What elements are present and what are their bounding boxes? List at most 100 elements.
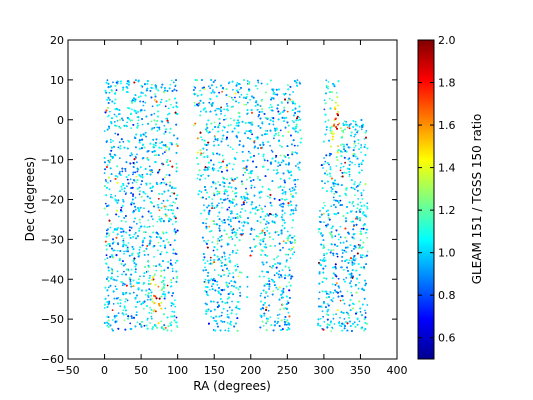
scatter-point [279,129,282,132]
scatter-point [246,113,249,115]
scatter-point [366,250,369,253]
scatter-point [258,104,261,107]
scatter-point [358,165,360,168]
scatter-point [264,243,267,246]
scatter-point [338,287,341,289]
scatter-point [267,309,270,312]
scatter-point [173,315,176,317]
scatter-point [207,85,210,88]
scatter-point [146,298,149,301]
scatter-point [106,79,109,82]
scatter-point [286,101,289,104]
scatter-point [174,202,177,204]
scatter-point [213,319,216,322]
scatter-point [281,224,284,227]
scatter-point [331,326,333,329]
scatter-point [274,216,277,218]
scatter-point [323,257,326,259]
scatter-point [221,269,224,272]
scatter-point [322,167,324,169]
scatter-point [227,327,230,330]
scatter-point [273,137,275,140]
scatter-point [355,258,357,260]
scatter-point [154,93,156,95]
scatter-point [364,309,366,312]
scatter-point [134,171,137,174]
scatter-point [246,93,249,96]
scatter-point [318,271,321,273]
scatter-point [208,225,211,228]
scatter-point [211,285,213,288]
scatter-point [266,159,269,162]
scatter-point [339,225,342,228]
scatter-point [297,119,300,122]
scatter-point [329,175,332,178]
scatter-point [257,177,259,180]
scatter-point [236,236,238,239]
scatter-point [323,221,325,224]
scatter-point [156,126,159,129]
scatter-point [285,320,288,323]
scatter-point [231,190,234,193]
scatter-point [344,161,346,164]
scatter-point [220,314,223,317]
scatter-point [223,320,226,323]
scatter-point [225,108,228,111]
scatter-point [333,119,336,122]
scatter-point [151,218,154,221]
scatter-point [116,249,119,252]
scatter-point [319,317,322,320]
scatter-point [358,148,360,151]
scatter-point [139,221,142,224]
scatter-point [249,152,252,155]
scatter-point [163,133,166,135]
scatter-point [359,201,362,204]
scatter-point [210,315,213,318]
scatter-point [108,114,110,117]
scatter-point [220,165,222,168]
scatter-point [277,131,280,134]
scatter-point [172,201,175,204]
scatter-point [168,131,171,134]
scatter-point [167,107,170,110]
scatter-point [106,229,108,232]
scatter-point [221,207,223,209]
scatter-point [163,290,165,293]
scatter-point [137,119,140,122]
scatter-point [174,305,177,308]
scatter-point [345,172,348,174]
scatter-point [204,177,207,180]
scatter-point [258,242,261,245]
scatter-point [236,249,239,252]
scatter-point [228,216,230,218]
scatter-point [203,240,206,242]
scatter-point [144,101,147,104]
scatter-point [272,214,275,217]
scatter-point [106,324,109,327]
scatter-point [271,151,274,153]
scatter-point [171,294,174,297]
scatter-point [126,299,129,302]
scatter-point [293,121,295,123]
scatter-point [257,81,260,84]
scatter-point [365,130,368,132]
scatter-point [152,225,155,228]
scatter-point [263,314,266,317]
scatter-point [253,141,256,144]
scatter-point [335,313,337,315]
scatter-point [275,286,278,289]
scatter-point [319,210,321,212]
scatter-point [282,246,284,249]
scatter-point [361,169,363,172]
scatter-point [217,181,220,183]
scatter-point [172,252,175,255]
scatter-point [150,312,153,315]
scatter-point [294,151,297,154]
scatter-point [239,216,242,219]
scatter-point [209,230,211,233]
scatter-point [262,155,265,158]
scatter-point [295,165,297,167]
scatter-point [275,256,278,259]
scatter-point [103,130,106,133]
scatter-point [164,130,167,133]
